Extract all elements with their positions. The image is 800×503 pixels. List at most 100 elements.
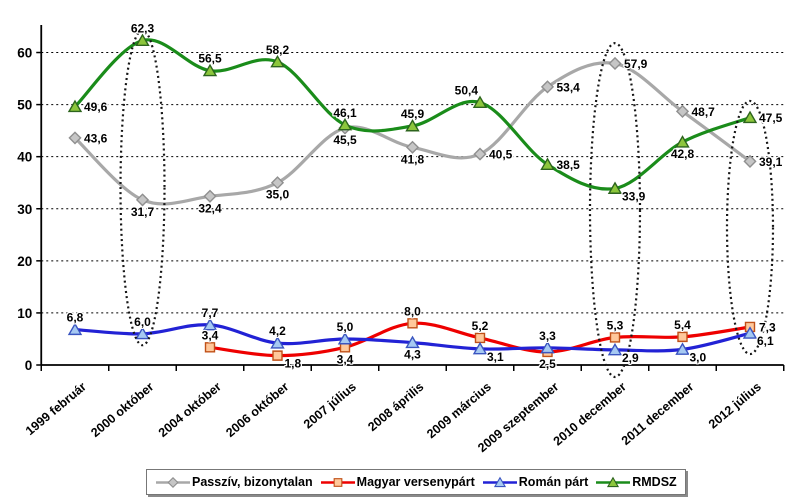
data-label: 6,8 — [67, 311, 84, 325]
data-point-marker — [270, 336, 285, 349]
y-tick-label: 50 — [17, 98, 32, 113]
data-point-marker — [203, 189, 217, 203]
data-label: 4,2 — [269, 324, 286, 338]
legend-item-roman-part: Román párt — [482, 475, 588, 489]
data-point-marker — [272, 350, 283, 361]
highlight-ellipse — [588, 42, 642, 379]
data-point-marker — [675, 104, 690, 118]
data-label: 5,4 — [674, 318, 691, 332]
data-label: 50,4 — [455, 84, 479, 98]
data-point-marker — [472, 341, 488, 355]
legend-label-magyar: Magyar versenypárt — [356, 475, 475, 489]
data-label: 45,9 — [401, 107, 425, 121]
data-label: 49,6 — [84, 100, 108, 114]
data-label: 7,7 — [202, 306, 219, 320]
data-point-marker — [407, 318, 418, 329]
highlight-ellipse — [725, 99, 775, 356]
data-point-marker — [743, 154, 757, 168]
data-label: 56,5 — [198, 52, 222, 66]
data-label: 42,8 — [671, 147, 695, 161]
data-point-marker — [270, 54, 285, 68]
legend-item-passziv-bizonytalan: Passzív, bizonytalan — [155, 475, 313, 489]
x-category-label: 2010 december — [551, 379, 629, 448]
data-point-marker — [67, 99, 83, 113]
data-label: 5,3 — [607, 318, 624, 332]
data-point-marker — [540, 80, 555, 94]
data-label: 3,1 — [487, 350, 504, 364]
data-label: 3,4 — [202, 328, 219, 342]
y-tick-label: 60 — [17, 46, 32, 61]
chart-legend: Passzív, bizonytalan Magyar versenypárt … — [146, 469, 686, 495]
data-label: 5,0 — [337, 320, 354, 334]
data-point-marker — [742, 110, 758, 124]
data-label: 48,7 — [692, 105, 716, 119]
x-category-label: 2007 július — [301, 380, 359, 432]
data-point-marker — [337, 117, 353, 131]
data-point-marker — [675, 135, 690, 148]
data-label: 3,3 — [539, 329, 556, 343]
y-tick-label: 30 — [17, 202, 32, 217]
highlight-ellipse — [119, 29, 166, 347]
data-point-marker — [405, 118, 420, 132]
data-label: 45,5 — [333, 133, 357, 147]
x-category-label: 2012 július — [706, 380, 764, 432]
data-label: 41,8 — [401, 152, 425, 166]
data-label: 3,4 — [337, 352, 354, 366]
data-point-marker — [472, 95, 488, 109]
legend-marker-roman-icon — [482, 476, 517, 487]
data-label: 43,6 — [84, 131, 108, 145]
data-label: 8,0 — [404, 304, 421, 318]
data-label: 33,9 — [622, 189, 646, 203]
data-point-marker — [135, 193, 150, 207]
x-category-label: 2009 március — [424, 380, 494, 442]
data-point-marker — [405, 140, 420, 154]
data-point-marker — [68, 131, 82, 145]
x-category-label: 2006 október — [223, 379, 291, 439]
data-label: 6,0 — [134, 315, 151, 329]
x-category-label: 2011 december — [619, 379, 697, 447]
data-label: 3,0 — [690, 350, 707, 364]
legend-item-magyar-versenypart: Magyar versenypárt — [320, 475, 475, 489]
x-category-label: 1999 február — [23, 379, 89, 438]
y-tick-label: 40 — [17, 150, 32, 165]
legend-marker-rmdsz-icon — [596, 476, 631, 487]
data-label: 53,4 — [557, 80, 581, 94]
data-point-marker — [135, 326, 150, 340]
data-label: 4,3 — [404, 348, 421, 362]
data-label: 38,5 — [557, 158, 581, 172]
data-point-marker — [474, 332, 486, 344]
x-category-label: 2004 október — [156, 379, 224, 439]
data-point-marker — [609, 332, 621, 343]
data-label: 31,7 — [131, 205, 155, 219]
data-point-marker — [677, 331, 688, 343]
x-category-label: 2000 október — [88, 379, 156, 439]
data-label: 39,1 — [759, 155, 783, 169]
data-label: 2,5 — [539, 357, 556, 371]
data-point-marker — [135, 33, 150, 47]
y-tick-label: 10 — [17, 306, 32, 321]
data-label: 35,0 — [266, 188, 290, 202]
data-label: 7,3 — [759, 321, 776, 335]
data-label: 58,2 — [266, 43, 290, 57]
y-tick-label: 20 — [17, 254, 32, 269]
data-point-marker — [67, 322, 83, 336]
data-label: 57,9 — [624, 57, 648, 71]
data-point-marker — [607, 181, 623, 194]
y-tick-label: 0 — [25, 358, 33, 373]
data-point-marker — [405, 335, 420, 349]
data-point-marker — [540, 340, 555, 354]
legend-label-rmdsz: RMDSZ — [632, 475, 677, 489]
data-point-marker — [540, 157, 555, 170]
data-point-marker — [473, 147, 487, 161]
data-label: 6,1 — [757, 334, 774, 348]
data-label: 32,4 — [198, 201, 222, 215]
data-point-marker — [337, 331, 353, 345]
data-point-marker — [742, 326, 758, 339]
data-point-marker — [202, 63, 218, 77]
data-label: 1,8 — [285, 357, 302, 371]
legend-marker-passziv-icon — [156, 476, 190, 488]
legend-marker-magyar-icon — [320, 477, 355, 487]
data-point-marker — [270, 176, 285, 190]
